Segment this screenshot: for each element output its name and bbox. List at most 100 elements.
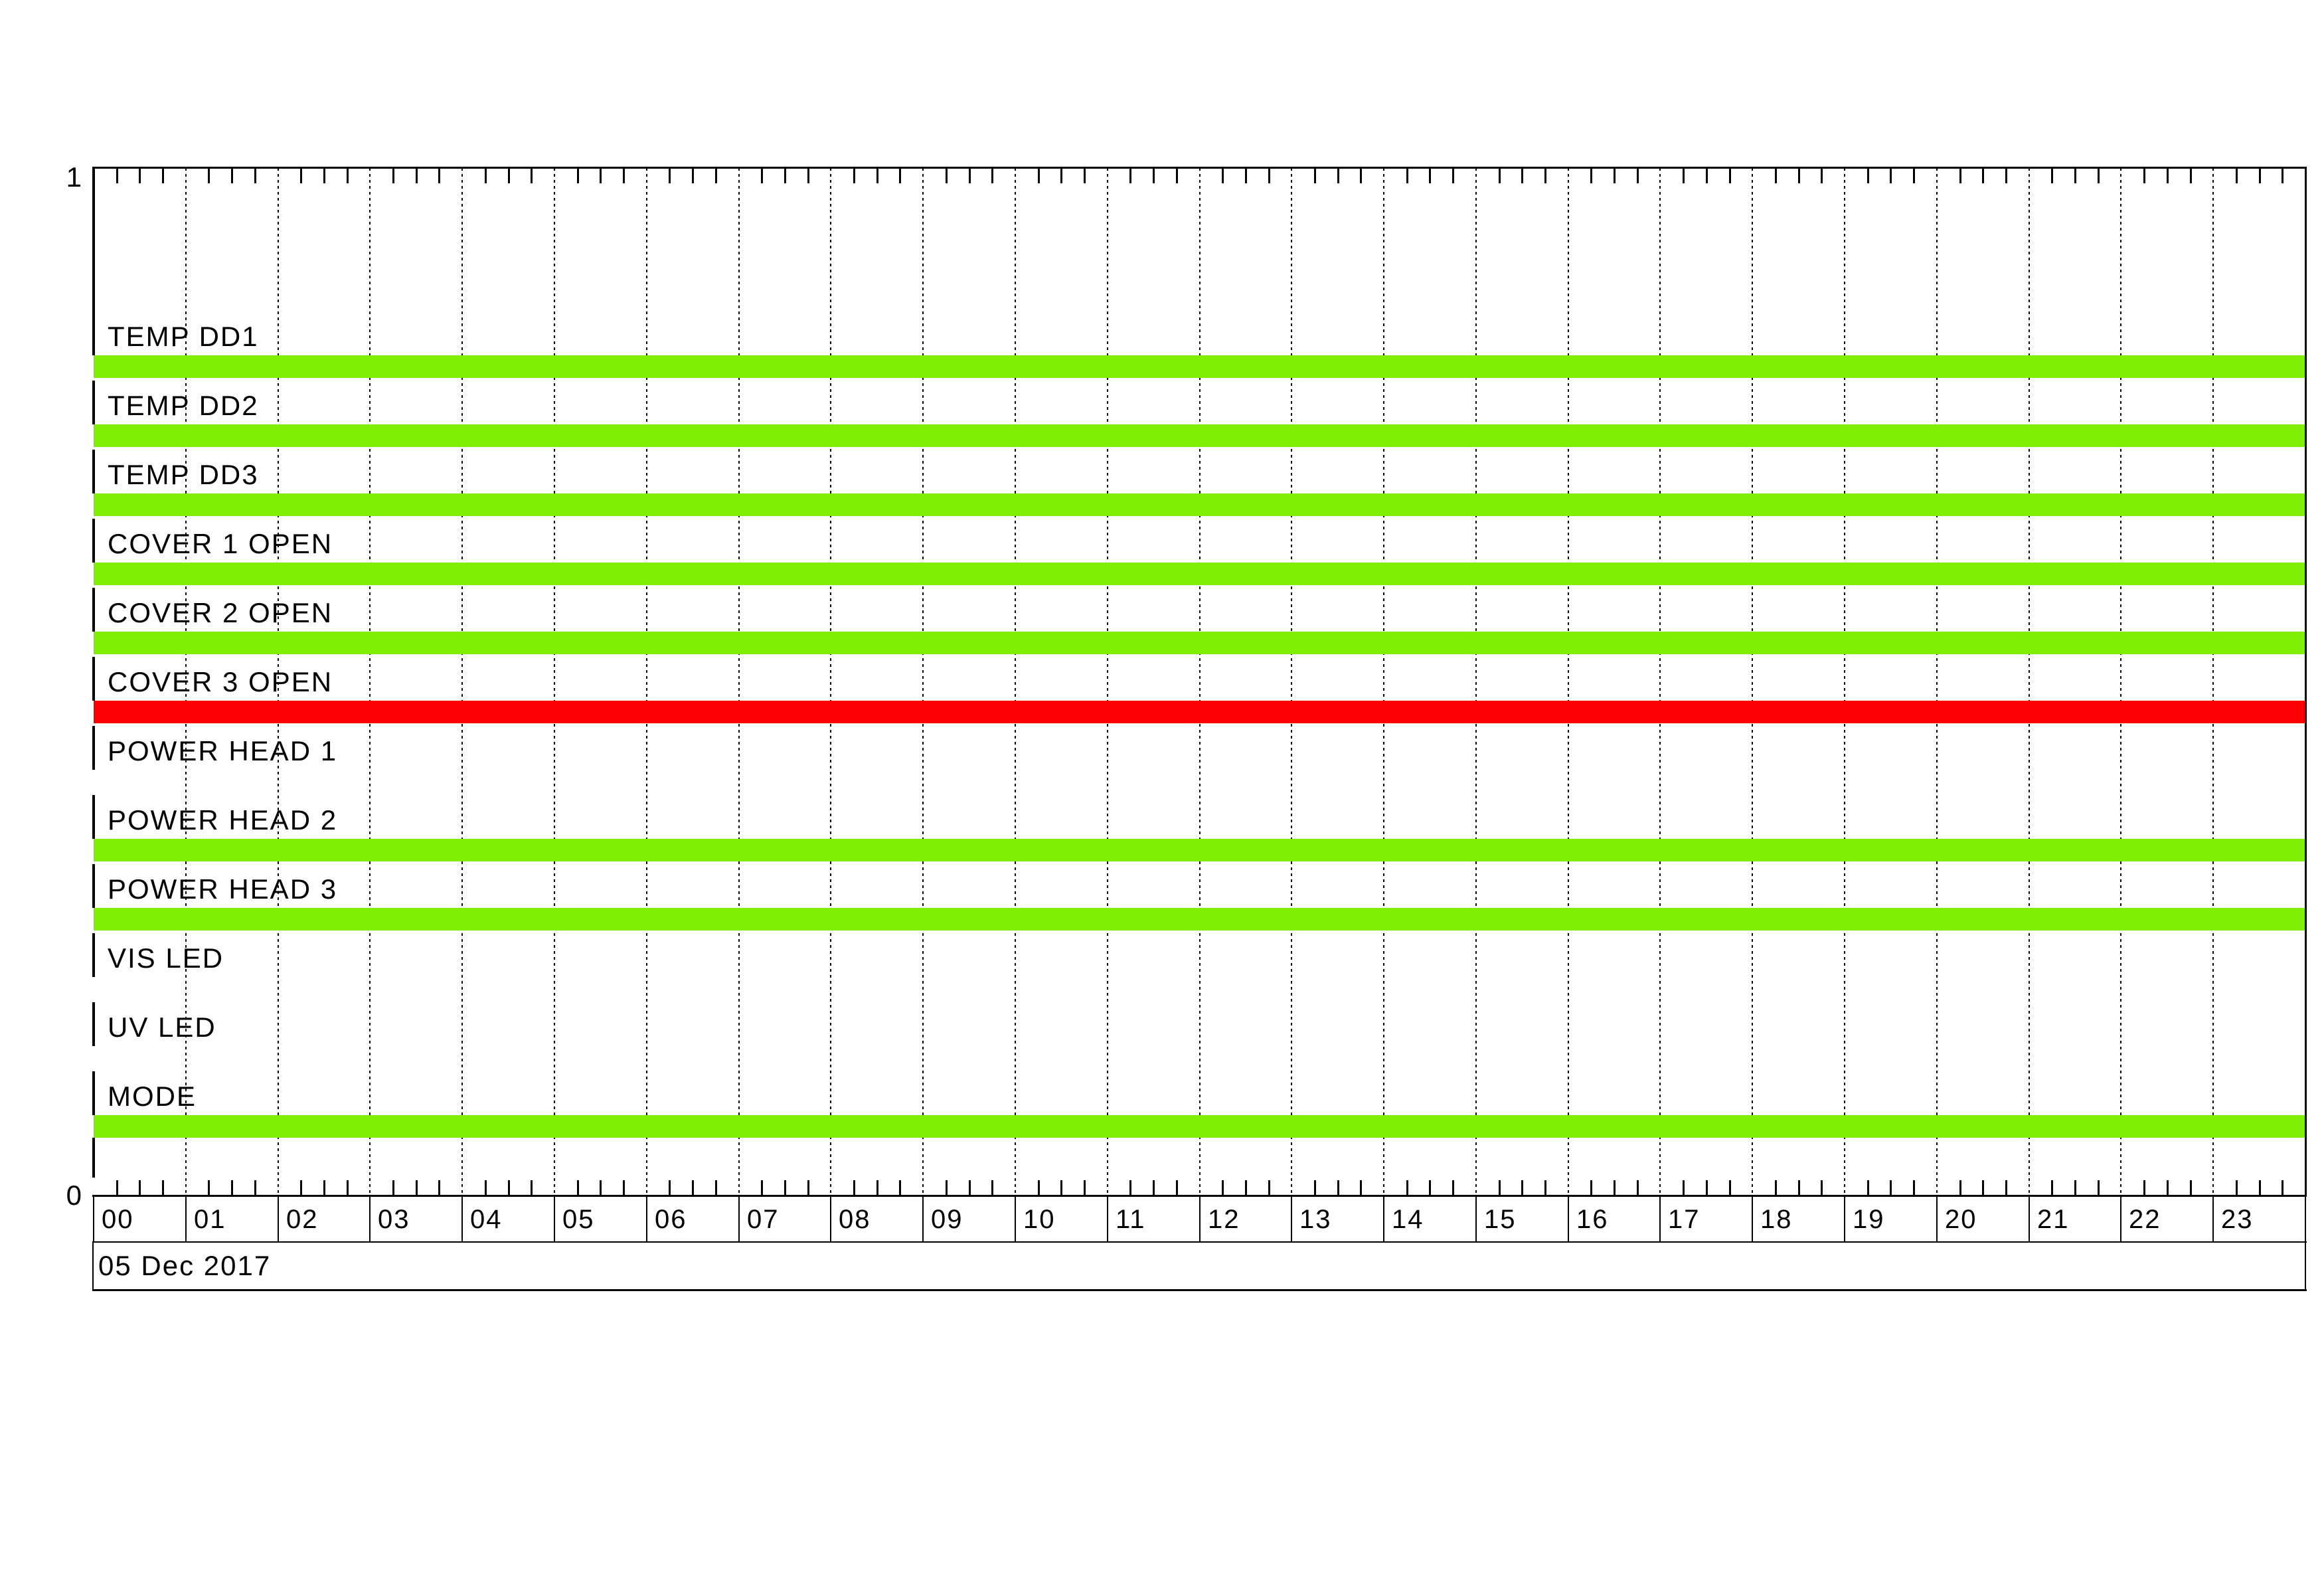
top-minor-tick: [392, 168, 394, 183]
top-minor-tick: [416, 168, 418, 183]
bottom-minor-tick: [2098, 1180, 2100, 1196]
bottom-minor-tick: [946, 1180, 948, 1196]
date-row-left-border: [92, 1241, 94, 1289]
hour-cell-separator: [278, 1196, 279, 1241]
hour-cell-separator: [1568, 1196, 1569, 1241]
hour-cell-separator: [1199, 1196, 1201, 1241]
top-minor-tick: [162, 168, 164, 183]
hour-gridline: [830, 168, 831, 1196]
bottom-minor-tick: [669, 1180, 671, 1196]
top-minor-tick: [2282, 168, 2283, 183]
hour-row-right-border: [2305, 1196, 2306, 1241]
top-minor-tick: [2236, 168, 2238, 183]
bottom-minor-tick: [969, 1180, 971, 1196]
bottom-minor-tick: [1176, 1180, 1178, 1196]
plot-top-border: [92, 167, 2307, 169]
hour-gridline: [1199, 168, 1201, 1196]
top-minor-tick: [254, 168, 256, 183]
top-minor-tick: [1245, 168, 1247, 183]
hour-gridline: [1936, 168, 1938, 1196]
hour-cell-separator: [185, 1196, 187, 1241]
bottom-minor-tick: [485, 1180, 487, 1196]
top-minor-tick: [600, 168, 602, 183]
hour-label: 17: [1668, 1205, 1701, 1234]
bottom-minor-tick: [1060, 1180, 1062, 1196]
top-minor-tick: [1222, 168, 1224, 183]
bottom-minor-tick: [1222, 1180, 1224, 1196]
hour-label: 04: [470, 1205, 503, 1234]
top-minor-tick: [899, 168, 901, 183]
hour-cell-separator: [1383, 1196, 1384, 1241]
bottom-minor-tick: [1153, 1180, 1155, 1196]
hour-cell-separator: [1752, 1196, 1753, 1241]
top-minor-tick: [1867, 168, 1869, 183]
top-minor-tick: [531, 168, 533, 183]
bottom-minor-tick: [2051, 1180, 2053, 1196]
hour-label: 06: [655, 1205, 687, 1234]
bottom-minor-tick: [692, 1180, 694, 1196]
hour-label: 07: [747, 1205, 780, 1234]
hour-label: 09: [931, 1205, 963, 1234]
y-axis-row-segment: [92, 588, 95, 632]
top-minor-tick: [1360, 168, 1362, 183]
bottom-minor-tick: [139, 1180, 141, 1196]
hour-label: 21: [2037, 1205, 2070, 1234]
bottom-minor-tick: [1867, 1180, 1869, 1196]
hour-gridline: [2120, 168, 2121, 1196]
hour-gridline: [369, 168, 371, 1196]
top-minor-tick: [623, 168, 625, 183]
bottom-minor-tick: [1890, 1180, 1892, 1196]
top-minor-tick: [1406, 168, 1408, 183]
top-minor-tick: [1176, 168, 1178, 183]
hour-cell-separator: [2029, 1196, 2030, 1241]
top-minor-tick: [1521, 168, 1523, 183]
y-axis-row-segment: [92, 933, 95, 977]
hour-cell-separator: [1936, 1196, 1938, 1241]
status-bar: [94, 701, 2305, 723]
top-minor-tick: [715, 168, 717, 183]
hour-label: 23: [2221, 1205, 2254, 1234]
bottom-minor-tick: [2190, 1180, 2192, 1196]
hour-cell-separator: [1291, 1196, 1292, 1241]
bottom-minor-tick: [600, 1180, 602, 1196]
top-minor-tick: [1637, 168, 1639, 183]
top-minor-tick: [485, 168, 487, 183]
top-minor-tick: [2098, 168, 2100, 183]
hour-label: 10: [1023, 1205, 1056, 1234]
bottom-minor-tick: [1729, 1180, 1731, 1196]
top-minor-tick: [1959, 168, 1961, 183]
top-minor-tick: [761, 168, 763, 183]
top-minor-tick: [946, 168, 948, 183]
bottom-minor-tick: [2282, 1180, 2283, 1196]
bottom-minor-tick: [438, 1180, 440, 1196]
bottom-minor-tick: [1982, 1180, 1984, 1196]
channel-label: COVER 3 OPEN: [108, 666, 333, 697]
y-axis-row-segment: [92, 311, 95, 355]
y-axis-row-segment: [92, 1002, 95, 1046]
bottom-minor-tick: [208, 1180, 210, 1196]
bottom-minor-tick: [300, 1180, 302, 1196]
hour-label: 14: [1392, 1205, 1424, 1234]
bottom-minor-tick: [1360, 1180, 1362, 1196]
bottom-minor-tick: [508, 1180, 510, 1196]
top-minor-tick: [784, 168, 786, 183]
top-minor-tick: [807, 168, 809, 183]
top-minor-tick: [692, 168, 694, 183]
hour-label: 05: [562, 1205, 595, 1234]
hour-gridline: [738, 168, 740, 1196]
top-minor-tick: [1729, 168, 1731, 183]
bottom-minor-tick: [853, 1180, 855, 1196]
bottom-minor-tick: [2236, 1180, 2238, 1196]
hour-gridline: [1383, 168, 1384, 1196]
hour-cell-separator: [1475, 1196, 1477, 1241]
y-axis-top-segment: [92, 168, 95, 311]
top-minor-tick: [876, 168, 878, 183]
channel-label: MODE: [108, 1081, 197, 1112]
top-minor-tick: [1337, 168, 1339, 183]
bottom-minor-tick: [231, 1180, 233, 1196]
bottom-minor-tick: [1268, 1180, 1270, 1196]
hour-gridline: [2212, 168, 2214, 1196]
top-minor-tick: [1268, 168, 1270, 183]
hour-cell-separator: [738, 1196, 740, 1241]
